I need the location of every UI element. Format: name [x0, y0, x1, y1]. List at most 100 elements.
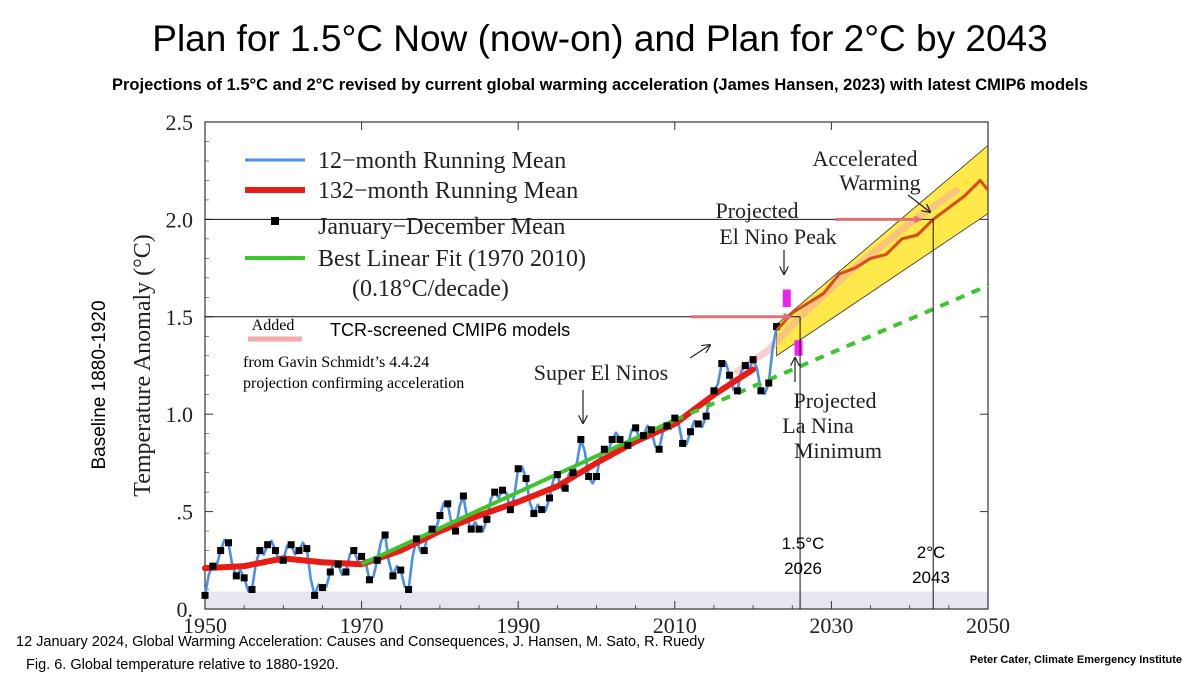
annual-mean-point: [412, 535, 420, 543]
annotation-la-nina-line3: Minimum: [794, 438, 882, 463]
annotation-accelerated-arrow: [907, 194, 930, 212]
y-tick-label: 1.0: [166, 402, 194, 427]
annual-mean-point: [420, 547, 428, 555]
annual-mean-point: [639, 432, 647, 440]
cmip6-legend-label: TCR-screened CMIP6 models: [330, 320, 570, 340]
annual-mean-point: [350, 547, 358, 555]
annual-mean-point: [686, 428, 694, 436]
source-citation: 12 January 2024, Global Warming Accelera…: [16, 634, 705, 650]
annual-mean-point: [397, 566, 405, 574]
annotation-super-el-ninos: Super El Ninos: [534, 360, 668, 385]
annual-mean-point: [318, 584, 326, 592]
annual-mean-point: [311, 591, 319, 599]
y-tick-label: 2.5: [166, 110, 194, 135]
annual-mean-point: [303, 545, 311, 553]
annotation-el-nino-line2: El Nino Peak: [719, 224, 836, 249]
y-tick-label: 2.0: [166, 207, 194, 232]
annual-mean-point: [600, 445, 608, 453]
annual-mean-point: [702, 412, 710, 420]
threshold-1p5-year-label: 2026: [784, 559, 822, 578]
annual-mean-point: [358, 552, 366, 560]
schmidt-note-line2: projection confirming acceleration: [243, 375, 464, 392]
annual-mean-point: [271, 547, 279, 555]
series-linear-fit-extrapolation: [674, 283, 989, 422]
annual-mean-point: [436, 511, 444, 519]
threshold-1p5-degree-label: 1.5°C: [782, 534, 825, 553]
annual-mean-point: [553, 471, 561, 479]
x-tick-label: 1970: [340, 613, 384, 638]
annual-mean-point: [295, 547, 303, 555]
annual-mean-point: [201, 591, 209, 599]
annual-mean-point: [749, 356, 757, 364]
x-tick-label: 2030: [809, 613, 853, 638]
annotation-la-nina-line2: La Nina: [782, 413, 854, 438]
annual-mean-point: [765, 379, 773, 387]
annotation-accelerated-line2: Warming: [839, 170, 920, 195]
annual-mean-point: [499, 486, 507, 494]
legend-annual-swatch: [271, 217, 279, 225]
annual-mean-point: [467, 525, 475, 533]
threshold-2p0-degree-label: 2°C: [917, 543, 946, 562]
annual-mean-point: [632, 424, 640, 432]
annual-mean-point: [217, 547, 225, 555]
annual-mean-point: [546, 494, 554, 502]
annual-mean-point: [224, 539, 232, 547]
annual-mean-point: [608, 436, 616, 444]
annual-mean-point: [209, 562, 217, 570]
series-linear-fit: [360, 418, 676, 567]
annual-mean-point: [655, 445, 663, 453]
el-nino-peak-marker: [782, 289, 791, 308]
annual-mean-point: [248, 586, 256, 594]
annual-mean-point: [616, 436, 624, 444]
la-nina-minimum-marker: [794, 340, 803, 356]
annual-mean-point: [757, 387, 765, 395]
annual-mean-point: [491, 488, 499, 496]
annual-mean-point: [679, 439, 687, 447]
annual-mean-point: [726, 371, 734, 379]
legend-label-fit-rate: (0.18°C/decade): [352, 276, 509, 302]
page-subtitle: Projections of 1.5°C and 2°C revised by …: [111, 76, 1088, 94]
y-tick-label: 0.: [177, 597, 194, 622]
annual-mean-point: [569, 469, 577, 477]
page-title: Plan for 1.5°C Now (now-on) and Plan for…: [152, 18, 1048, 59]
annual-mean-point: [444, 500, 452, 508]
added-badge-label: Added: [252, 317, 295, 334]
annual-mean-point: [663, 422, 671, 430]
annotation-accelerated-line1: Accelerated: [812, 146, 917, 171]
annual-mean-point: [561, 484, 569, 492]
y-tick-label: .5: [177, 500, 194, 525]
annual-mean-point: [475, 525, 483, 533]
annual-mean-point: [459, 492, 467, 500]
annual-mean-point: [538, 506, 546, 514]
annual-mean-point: [334, 560, 342, 568]
series-132-month-mean: [202, 366, 757, 572]
annual-mean-point: [365, 576, 373, 584]
y-tick-label: 1.5: [166, 305, 194, 330]
annual-mean-point: [381, 531, 389, 539]
figure-caption: Fig. 6. Global temperature relative to 1…: [26, 657, 339, 673]
annual-mean-point: [342, 568, 350, 576]
annual-mean-point: [741, 362, 749, 369]
baseline-band: [205, 591, 988, 609]
annual-mean-point: [624, 441, 632, 449]
annual-mean-point: [647, 426, 655, 434]
y-axis-label: Temperature Anomaly (°C): [130, 234, 156, 497]
annual-mean-point: [428, 525, 436, 533]
annual-mean-point: [452, 527, 460, 535]
annotation-el-nino-line1: Projected: [715, 198, 798, 223]
x-tick-label: 2010: [653, 613, 697, 638]
annual-mean-point: [256, 547, 264, 555]
x-tick-label: 1990: [496, 613, 540, 638]
annual-mean-point: [530, 510, 538, 518]
legend-label-132-month: 132−month Running Mean: [318, 178, 578, 204]
x-tick-label: 2050: [966, 613, 1010, 638]
annual-mean-point: [264, 541, 272, 549]
annual-mean-point: [718, 360, 726, 368]
annual-mean-point: [373, 556, 381, 564]
legend-label-annual: January−December Mean: [318, 214, 565, 240]
annual-mean-point: [733, 387, 741, 395]
annual-mean-point: [240, 574, 248, 582]
annual-mean-point: [577, 436, 585, 444]
annual-mean-point: [405, 586, 413, 594]
